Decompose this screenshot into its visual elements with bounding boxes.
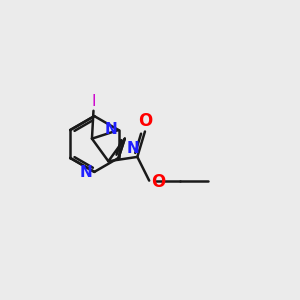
Text: I: I: [91, 94, 96, 109]
Text: O: O: [151, 173, 165, 191]
Text: N: N: [126, 141, 139, 156]
Text: O: O: [138, 112, 152, 130]
Text: N: N: [80, 165, 93, 180]
Text: N: N: [104, 122, 117, 137]
